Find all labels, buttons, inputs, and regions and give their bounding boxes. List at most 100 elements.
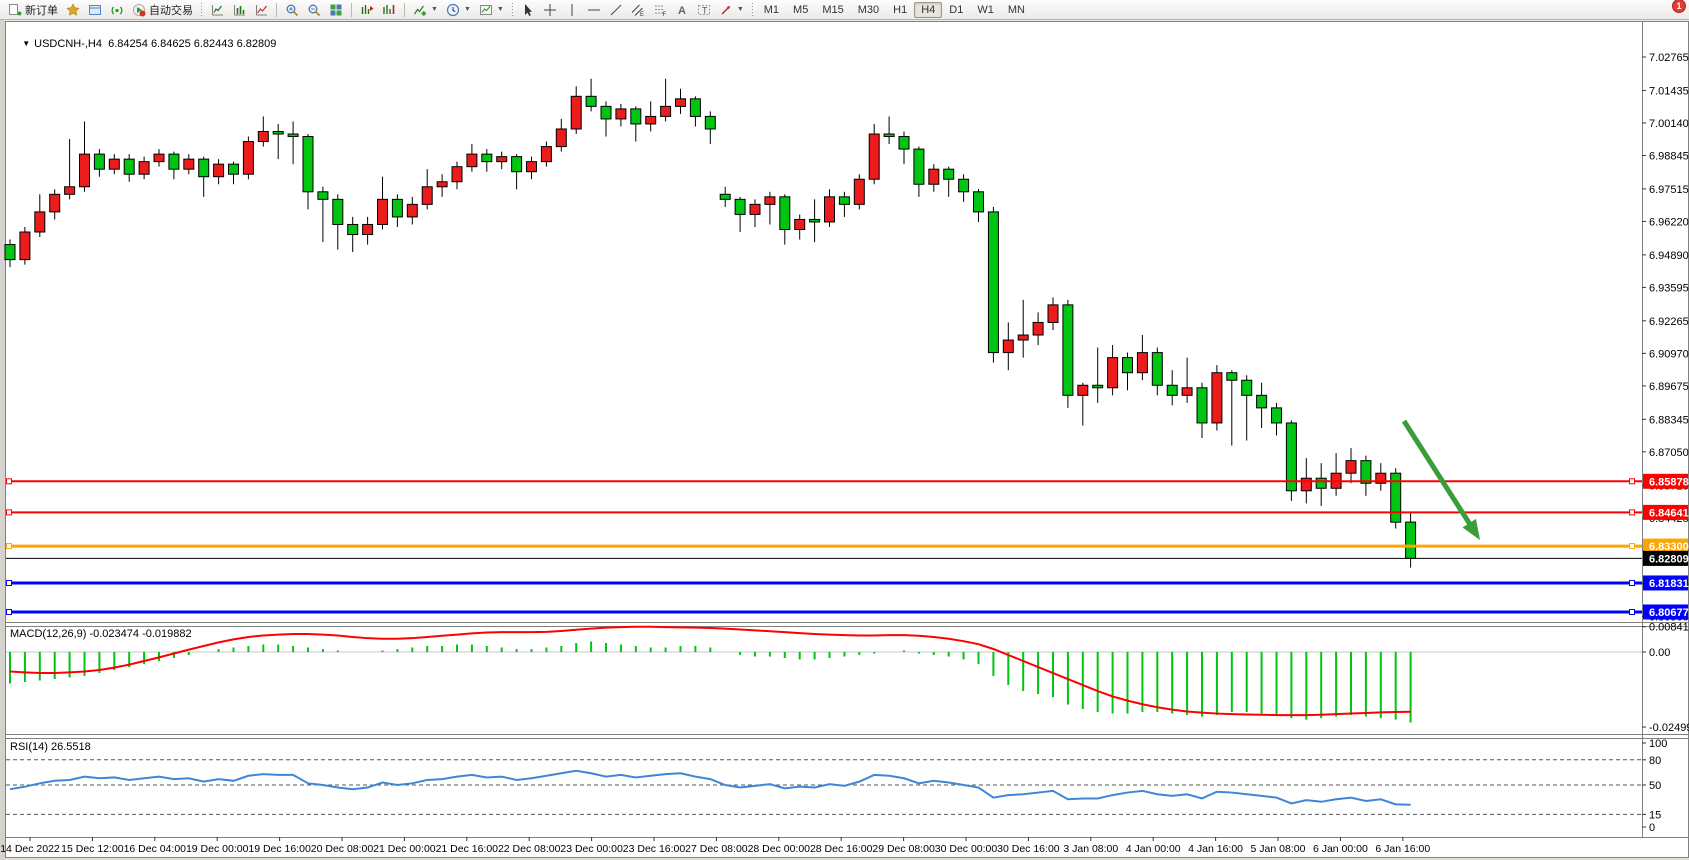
vertical-line-button[interactable] — [561, 1, 583, 19]
svg-text:6 Jan 00:00: 6 Jan 00:00 — [1313, 843, 1368, 855]
svg-text:7.02765: 7.02765 — [1649, 52, 1689, 64]
timeframe-m1[interactable]: M1 — [763, 3, 780, 16]
timeframe-mn[interactable]: MN — [1007, 3, 1025, 16]
timeframe-m30[interactable]: M30 — [857, 3, 880, 16]
timeframe-w1[interactable]: W1 — [977, 3, 994, 16]
cursor-button[interactable] — [517, 1, 539, 19]
toolbar-separator — [200, 2, 203, 17]
new-order-button[interactable]: 新订单 — [4, 0, 62, 20]
text-label-button[interactable]: T — [693, 1, 715, 19]
auto-trading-label: 自动交易 — [149, 4, 193, 17]
toolbar: 新订单 自动交易 ▼ ▼ ▼ E F A T ▼ M1 M5 M15 M30 H1 H4 D1 W1 MN 1 — [0, 0, 1689, 27]
svg-text:29 Dec 08:00: 29 Dec 08:00 — [872, 843, 935, 855]
trend-line-button[interactable] — [605, 1, 627, 19]
toolbar-grip — [750, 2, 754, 17]
data-window-button[interactable] — [84, 1, 106, 19]
svg-text:6 Jan 16:00: 6 Jan 16:00 — [1375, 843, 1430, 855]
dropdown-arrow-icon[interactable]: ▼ — [736, 6, 744, 13]
hlines-layer — [6, 478, 1642, 615]
text-icon: A — [675, 3, 689, 17]
arrows-button[interactable]: ▼ — [715, 1, 748, 19]
timeframe-toolbar: M1 M5 M15 M30 H1 H4 D1 W1 MN — [757, 1, 1032, 18]
dropdown-arrow-icon[interactable]: ▼ — [431, 6, 438, 13]
vertical-line-icon — [565, 3, 579, 17]
svg-text:23 Dec 00:00: 23 Dec 00:00 — [560, 843, 623, 855]
svg-text:6.97515: 6.97515 — [1649, 184, 1689, 196]
timeframe-h1[interactable]: H1 — [893, 3, 908, 16]
svg-text:-0.024992: -0.024992 — [1649, 722, 1689, 734]
auto-trading-button[interactable]: 自动交易 — [128, 0, 197, 20]
svg-text:4 Jan 16:00: 4 Jan 16:00 — [1188, 843, 1243, 855]
svg-text:0: 0 — [1649, 822, 1655, 834]
svg-text:14 Dec 2022: 14 Dec 2022 — [0, 843, 60, 855]
zoom-out-button[interactable] — [303, 1, 325, 19]
toolbar-separator — [351, 2, 352, 17]
fibonacci-icon: F — [653, 3, 667, 17]
crosshair-button[interactable] — [539, 1, 561, 19]
svg-text:15 Dec 12:00: 15 Dec 12:00 — [61, 843, 124, 855]
chevron-down-icon[interactable]: ▼ — [22, 39, 31, 48]
svg-text:6.80677: 6.80677 — [1649, 607, 1689, 619]
toolbar-separator — [510, 2, 514, 17]
svg-text:30 Dec 00:00: 30 Dec 00:00 — [935, 843, 998, 855]
shift-chart-button[interactable] — [356, 1, 378, 19]
svg-text:6.82809: 6.82809 — [1649, 553, 1689, 565]
text-button[interactable]: A — [671, 1, 693, 19]
toolbar-separator — [276, 2, 277, 17]
timeframe-m15[interactable]: M15 — [822, 3, 844, 16]
date-axis: 14 Dec 2022 15 Dec 12:00 16 Dec 04:00 19 De… — [0, 837, 1430, 855]
svg-text:22 Dec 08:00: 22 Dec 08:00 — [498, 843, 561, 855]
timeframe-d1[interactable]: D1 — [949, 3, 964, 16]
macd-signal-line — [9, 625, 1411, 717]
macd-layer — [9, 625, 1412, 723]
tick-chart-button[interactable] — [206, 1, 228, 19]
chart-area[interactable]: 7.02765 7.01435 7.00140 6.98845 6.97515 6.962… — [0, 20, 1689, 860]
symbol-period: USDCNH-,H4 — [34, 38, 102, 50]
svg-text:6.92265: 6.92265 — [1649, 316, 1689, 328]
chart-template-button[interactable]: ▼ — [475, 1, 508, 19]
text-label-icon: T — [697, 3, 711, 17]
svg-text:7.00140: 7.00140 — [1649, 118, 1689, 130]
timeframe-m5[interactable]: M5 — [793, 3, 809, 16]
zoom-out-icon — [307, 3, 321, 17]
svg-text:19 Dec 16:00: 19 Dec 16:00 — [248, 843, 311, 855]
svg-text:20 Dec 08:00: 20 Dec 08:00 — [311, 843, 374, 855]
horizontal-line-button[interactable] — [583, 1, 605, 19]
timeframe-h4[interactable]: H4 — [914, 1, 943, 18]
signal-button[interactable] — [106, 1, 128, 19]
svg-text:100: 100 — [1649, 738, 1667, 750]
horizontal-line-icon — [587, 3, 601, 17]
tile-windows-button[interactable] — [325, 1, 347, 19]
dropdown-arrow-icon[interactable]: ▼ — [496, 6, 504, 13]
line-chart-button[interactable] — [250, 1, 272, 19]
chart-template-icon — [479, 3, 493, 17]
svg-text:4 Jan 00:00: 4 Jan 00:00 — [1126, 843, 1181, 855]
periods-clock-button[interactable]: ▼ — [442, 1, 475, 19]
macd-indicator-label: MACD(12,26,9) -0.023474 -0.019882 — [10, 628, 192, 640]
dropdown-arrow-icon[interactable]: ▼ — [463, 6, 471, 13]
svg-text:15: 15 — [1649, 809, 1661, 821]
svg-text:6.87050: 6.87050 — [1649, 447, 1689, 459]
svg-text:6.85878: 6.85878 — [1649, 476, 1689, 488]
chart-canvas[interactable]: 7.02765 7.01435 7.00140 6.98845 6.97515 6.962… — [0, 20, 1689, 860]
equidistant-channel-button[interactable]: E — [627, 1, 649, 19]
svg-text:50: 50 — [1649, 780, 1661, 792]
svg-text:21 Dec 16:00: 21 Dec 16:00 — [436, 843, 499, 855]
fibonacci-button[interactable]: F — [649, 1, 671, 19]
periods-clock-icon — [446, 3, 460, 17]
zoom-in-button[interactable] — [281, 1, 303, 19]
trend-arrow-head — [1462, 518, 1480, 540]
svg-text:19 Dec 00:00: 19 Dec 00:00 — [186, 843, 249, 855]
tick-chart-icon — [210, 3, 224, 17]
shift-chart-icon — [360, 3, 374, 17]
bars-chart-button[interactable] — [228, 1, 250, 19]
shift-end-button[interactable] — [378, 1, 400, 19]
crosshair-icon — [543, 3, 557, 17]
svg-text:6.88345: 6.88345 — [1649, 414, 1689, 426]
gold-seal-icon — [66, 2, 80, 17]
svg-text:3 Jan 08:00: 3 Jan 08:00 — [1063, 843, 1118, 855]
gold-seal-button[interactable] — [62, 1, 84, 19]
toolbar-right: 1 — [1671, 0, 1689, 27]
indicators-add-button[interactable]: ▼ — [409, 1, 442, 19]
line-chart-icon — [254, 3, 268, 17]
